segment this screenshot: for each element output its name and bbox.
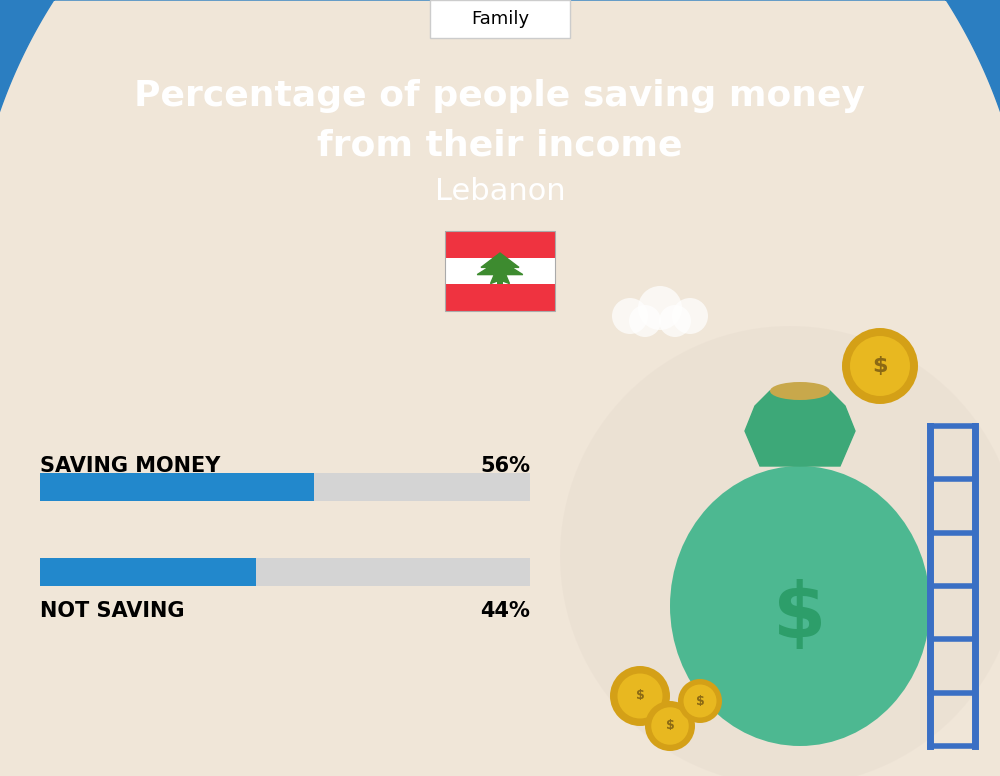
Polygon shape — [477, 253, 523, 283]
Text: SAVING MONEY: SAVING MONEY — [40, 456, 220, 476]
Text: $: $ — [872, 356, 888, 376]
Circle shape — [612, 298, 648, 334]
Bar — [445, 284, 555, 311]
Polygon shape — [745, 391, 855, 466]
Circle shape — [678, 679, 722, 723]
Text: Percentage of people saving money: Percentage of people saving money — [134, 79, 866, 113]
Bar — [40, 473, 314, 501]
Circle shape — [684, 684, 716, 718]
Ellipse shape — [770, 382, 830, 400]
Bar — [445, 258, 555, 284]
Text: $: $ — [773, 579, 827, 653]
FancyBboxPatch shape — [430, 0, 570, 38]
Text: NOT SAVING: NOT SAVING — [40, 601, 184, 621]
Bar — [40, 558, 256, 586]
Circle shape — [610, 666, 670, 726]
Text: 44%: 44% — [480, 601, 530, 621]
Ellipse shape — [670, 466, 930, 746]
Circle shape — [618, 674, 662, 719]
Bar — [497, 275, 503, 284]
Polygon shape — [0, 0, 1000, 286]
Bar — [445, 231, 555, 258]
Circle shape — [645, 701, 695, 751]
Circle shape — [629, 305, 661, 337]
Circle shape — [672, 298, 708, 334]
Circle shape — [560, 326, 1000, 776]
Bar — [445, 231, 555, 311]
Circle shape — [638, 286, 682, 330]
Bar — [40, 473, 530, 501]
Text: $: $ — [636, 690, 644, 702]
Text: $: $ — [696, 695, 704, 708]
Text: Lebanon: Lebanon — [435, 176, 565, 206]
Circle shape — [659, 305, 691, 337]
Text: from their income: from their income — [317, 129, 683, 163]
Bar — [40, 558, 530, 586]
Text: Family: Family — [471, 10, 529, 28]
Text: 56%: 56% — [480, 456, 530, 476]
Circle shape — [651, 707, 689, 745]
Circle shape — [850, 336, 910, 396]
Text: $: $ — [666, 719, 674, 733]
Circle shape — [842, 328, 918, 404]
